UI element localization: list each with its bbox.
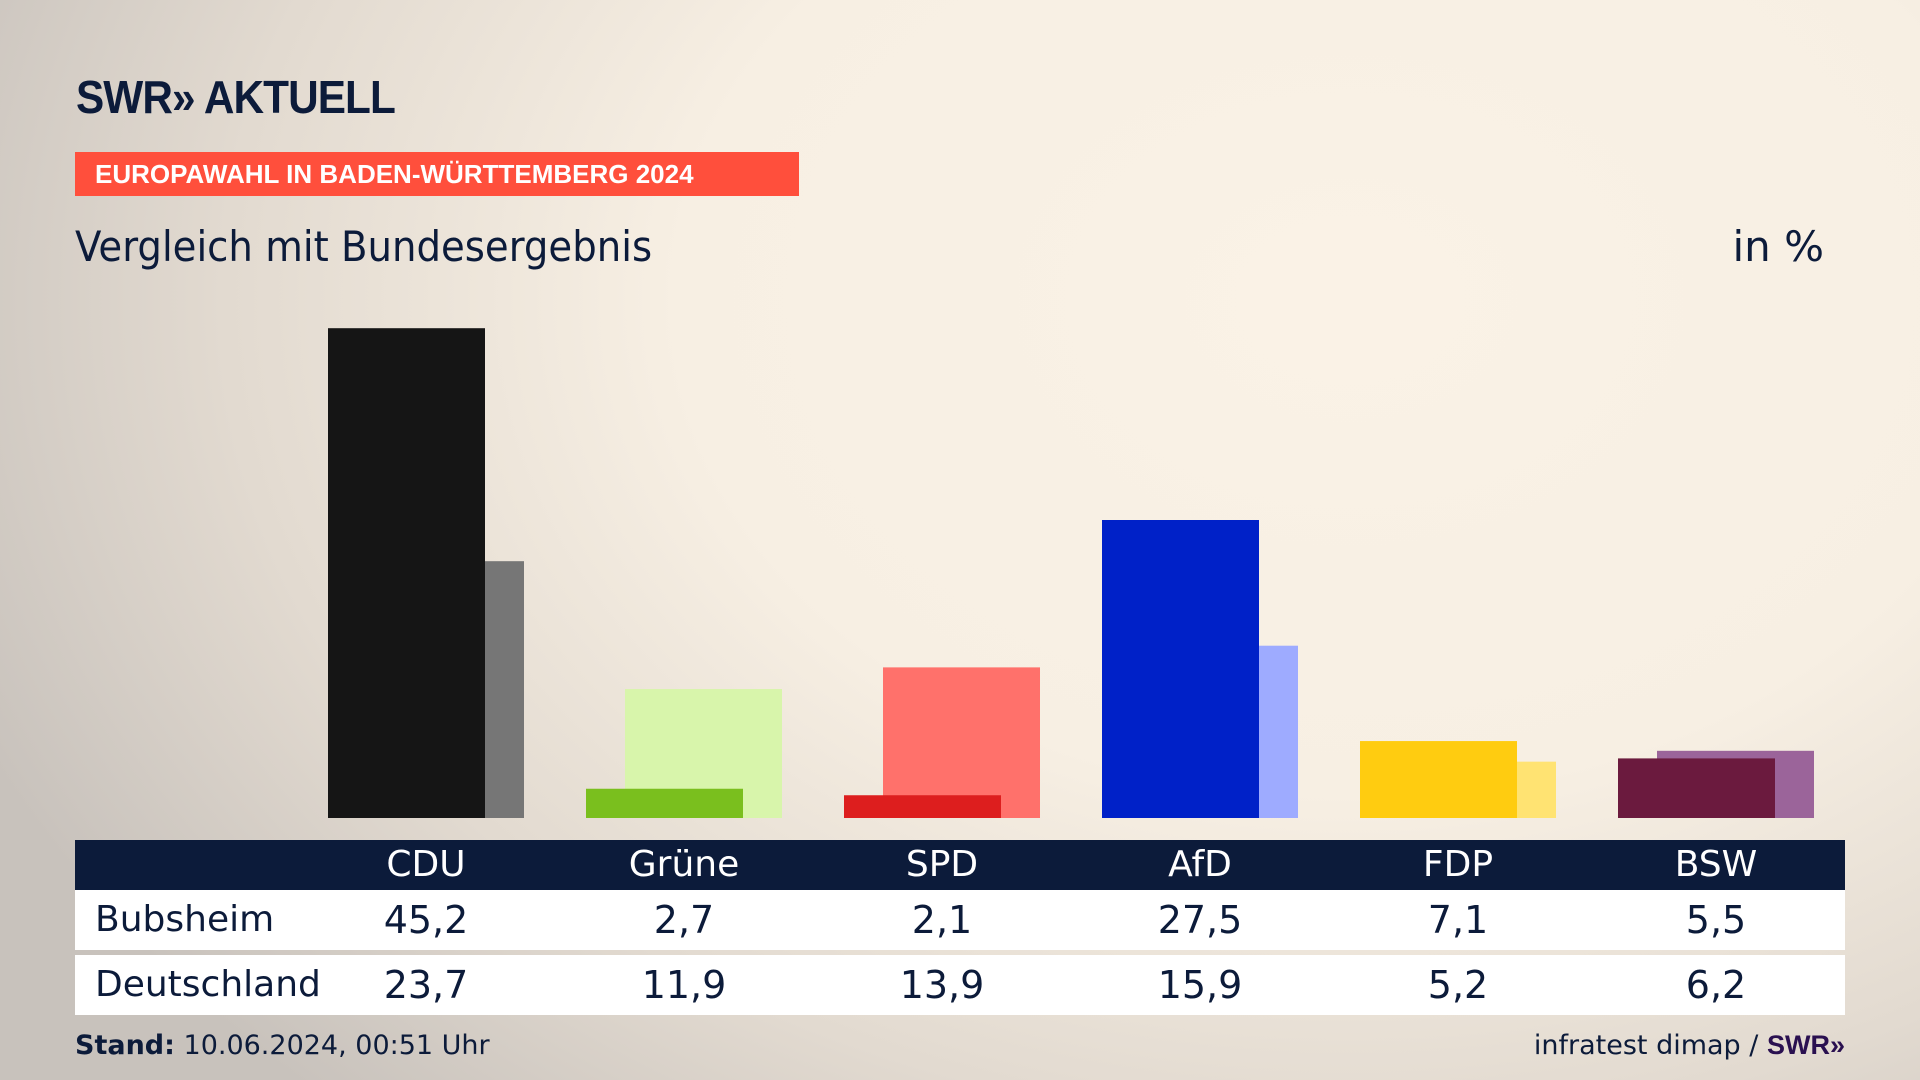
value-cell: 2,7 (653, 898, 715, 942)
value-cell: 45,2 (383, 898, 469, 942)
bar-afd-bubsheim (1102, 520, 1259, 818)
unit-label: in % (1732, 222, 1824, 271)
swr-logo: SWR» (1766, 1030, 1845, 1060)
swr-aktuell-logo: SWR» AKTUELL (76, 71, 396, 123)
row-label: Deutschland (95, 964, 321, 1005)
table-row-bubsheim: Bubsheim 45,2 2,7 2,1 27,5 7,1 5,5 (75, 890, 1845, 950)
timestamp: Stand: 10.06.2024, 00:51 Uhr (75, 1030, 490, 1061)
bar-grüne-bubsheim (586, 788, 743, 818)
row-label: Bubsheim (95, 899, 275, 940)
party-label: AfD (1168, 844, 1232, 885)
bar-chart (328, 328, 1814, 818)
source-text: infratest dimap / (1533, 1030, 1759, 1061)
value-cell: 13,9 (899, 963, 985, 1007)
value-cell: 2,1 (911, 898, 973, 942)
value-cell: 6,2 (1685, 963, 1747, 1007)
source: infratest dimap / SWR» (1534, 1030, 1845, 1061)
value-cell: 5,2 (1427, 963, 1489, 1007)
party-label: CDU (386, 844, 466, 885)
stand-value: 10.06.2024, 00:51 Uhr (183, 1030, 490, 1061)
bar-spd-deutschland (883, 667, 1040, 818)
table-row-deutschland: Deutschland 23,7 11,9 13,9 15,9 5,2 6,2 (75, 955, 1845, 1015)
value-cell: 11,9 (641, 963, 727, 1007)
table-header: CDU Grüne SPD AfD FDP BSW (75, 840, 1845, 890)
party-label: SPD (905, 844, 979, 885)
value-cell: 5,5 (1685, 898, 1747, 942)
party-label: Grüne (628, 844, 740, 885)
bar-bsw-bubsheim (1618, 758, 1775, 818)
party-label: BSW (1674, 844, 1758, 885)
value-cell: 27,5 (1157, 898, 1243, 942)
value-cell: 7,1 (1427, 898, 1489, 942)
bar-fdp-bubsheim (1360, 741, 1517, 818)
value-cell: 15,9 (1157, 963, 1243, 1007)
bar-spd-bubsheim (844, 795, 1001, 818)
chart-subtitle: Vergleich mit Bundesergebnis (75, 222, 653, 271)
party-label: FDP (1422, 844, 1494, 885)
bar-cdu-bubsheim (328, 328, 485, 818)
stand-label: Stand: (75, 1030, 175, 1061)
election-banner: EUROPAWAHL IN BADEN-WÜRTTEMBERG 2024 (75, 152, 799, 196)
value-cell: 23,7 (383, 963, 469, 1007)
